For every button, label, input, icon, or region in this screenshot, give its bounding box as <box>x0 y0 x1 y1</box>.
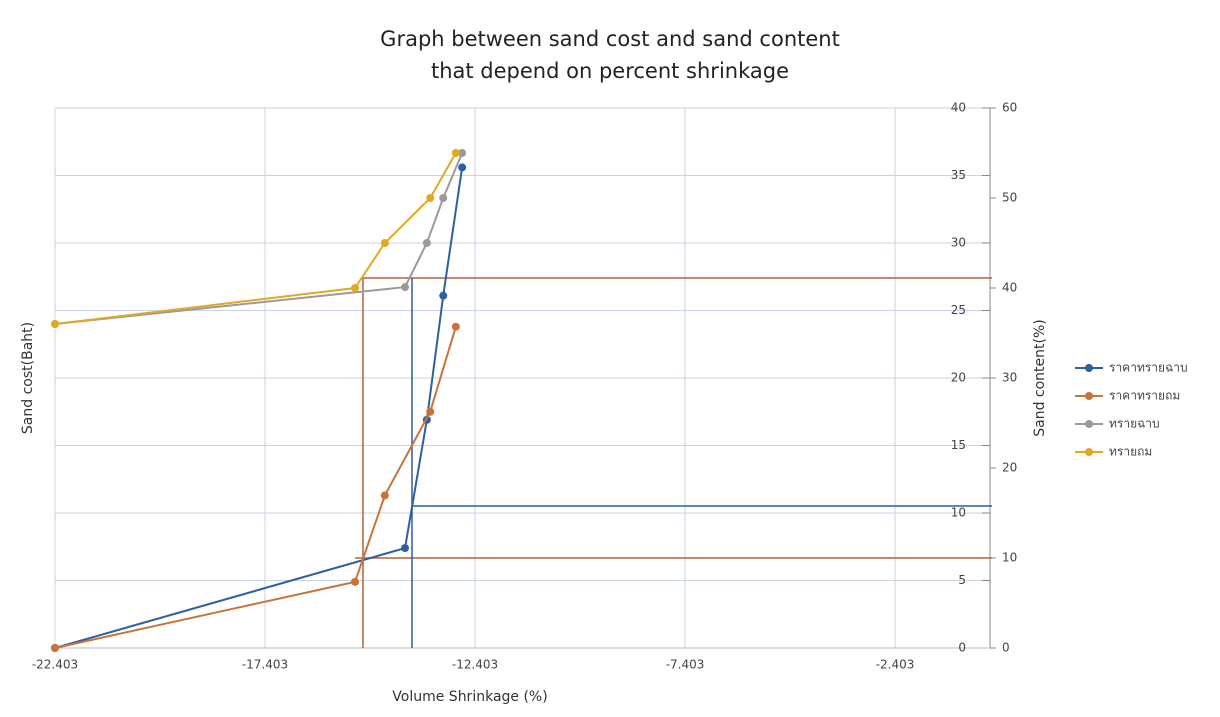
y-axis-title: Sand cost(Baht) <box>20 322 36 434</box>
data-point <box>426 407 435 416</box>
legend-label: ราคาทรายฉาบ <box>1109 361 1188 375</box>
chart-title: Graph between sand cost and sand content <box>380 27 840 51</box>
y-tick-label: 35 <box>951 168 966 182</box>
legend-label: ทรายฉาบ <box>1109 417 1160 431</box>
legend-marker <box>1085 448 1093 456</box>
data-point <box>401 544 410 553</box>
legend-marker <box>1085 392 1093 400</box>
y-tick-label: 30 <box>951 236 966 250</box>
y-tick-label: 15 <box>951 438 966 452</box>
y-tick-label: 5 <box>958 573 966 587</box>
data-point <box>451 322 460 331</box>
legend-label: ราคาทรายถม <box>1109 389 1180 403</box>
data-point <box>458 149 467 157</box>
data-point <box>51 644 59 652</box>
data-point <box>439 291 448 300</box>
data-point <box>401 283 410 292</box>
y2-axis-title: Sand content(%) <box>1032 319 1048 437</box>
data-point <box>51 320 59 328</box>
data-point <box>458 163 467 172</box>
y2-tick-label: 30 <box>1002 371 1017 385</box>
data-point <box>451 149 460 157</box>
legend-label: ทรายถม <box>1109 445 1152 459</box>
y2-tick-label: 40 <box>1002 281 1017 295</box>
reference-lines <box>355 277 992 648</box>
data-point <box>380 239 389 247</box>
data-point <box>439 194 448 202</box>
y-tick-label: 0 <box>958 641 966 655</box>
y-tick-label: 20 <box>951 371 966 385</box>
y2-tick-label: 60 <box>1002 101 1017 115</box>
x-tick-label: -2.403 <box>876 658 915 672</box>
data-point <box>380 491 389 500</box>
y2-tick-label: 20 <box>1002 461 1017 475</box>
y2-tick-label: 50 <box>1002 191 1017 205</box>
data-point <box>351 577 360 586</box>
legend-marker <box>1085 364 1093 372</box>
y-tick-label: 40 <box>951 101 966 115</box>
y2-tick-label: 0 <box>1002 641 1010 655</box>
y-tick-label: 25 <box>951 303 966 317</box>
x-tick-label: -7.403 <box>666 658 705 672</box>
x-tick-label: -12.403 <box>452 658 498 672</box>
y2-tick-label: 10 <box>1002 551 1017 565</box>
y-tick-label: 10 <box>951 506 966 520</box>
x-axis-title: Volume Shrinkage (%) <box>392 689 547 705</box>
legend-marker <box>1085 420 1093 428</box>
chart-subtitle: that depend on percent shrinkage <box>431 59 789 83</box>
x-tick-label: -17.403 <box>242 658 288 672</box>
data-point <box>422 239 431 247</box>
data-point <box>426 194 435 202</box>
data-point <box>351 284 360 292</box>
x-tick-label: -22.403 <box>32 658 78 672</box>
